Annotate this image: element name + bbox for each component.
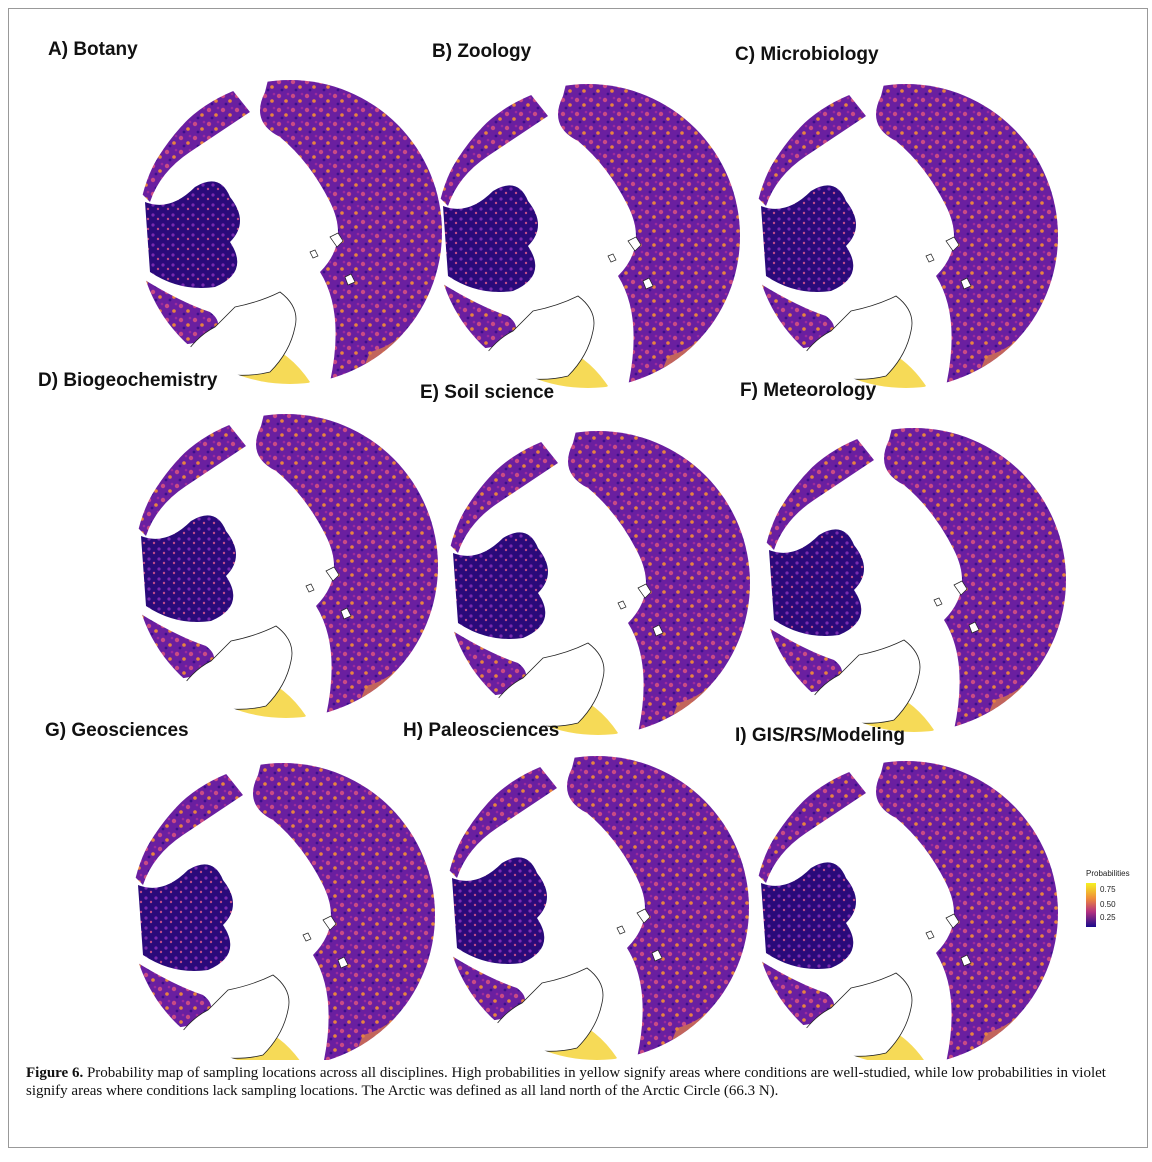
arctic-map [447,742,786,1060]
page: A) Botany B) Zoology C) Microbiology D) Bio… [0,0,1152,1162]
legend-title: Probabilities [1086,869,1130,878]
arctic-map [448,417,787,753]
legend-label: 0.25 [1100,913,1116,922]
legend: Probabilities 0.75 0.50 0.25 [1086,869,1130,927]
panel-title: F) Meteorology [740,380,877,401]
panel-title: E) Soil science [420,382,554,403]
caption: Figure 6. Probability map of sampling lo… [26,1064,1126,1100]
panel-title: H) Paleosciences [403,720,559,741]
arctic-map [756,747,1095,1060]
arctic-map [438,70,777,406]
caption-text: Probability map of sampling locations ac… [26,1065,1106,1099]
arctic-map [756,70,1095,406]
arctic-map [140,66,479,402]
panel-title: I) GIS/RS/Modeling [735,725,905,746]
legend-label: 0.75 [1100,885,1116,894]
panel-title: A) Botany [48,39,138,60]
legend-label: 0.50 [1100,900,1116,909]
arctic-map [764,414,1103,750]
panel-title: G) Geosciences [45,720,189,741]
panel-title: B) Zoology [432,41,532,62]
figure: A) Botany B) Zoology C) Microbiology D) Bio… [0,0,1152,1060]
panel-title: C) Microbiology [735,44,879,65]
colorbar [1086,883,1096,927]
panel-title: D) Biogeochemistry [38,370,218,391]
arctic-map [136,400,475,736]
caption-label: Figure 6. [26,1065,83,1081]
arctic-map [133,749,472,1060]
